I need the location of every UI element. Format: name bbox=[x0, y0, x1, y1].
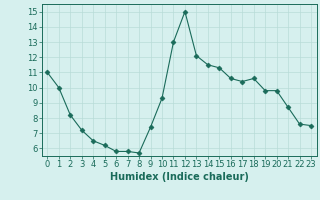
X-axis label: Humidex (Indice chaleur): Humidex (Indice chaleur) bbox=[110, 172, 249, 182]
